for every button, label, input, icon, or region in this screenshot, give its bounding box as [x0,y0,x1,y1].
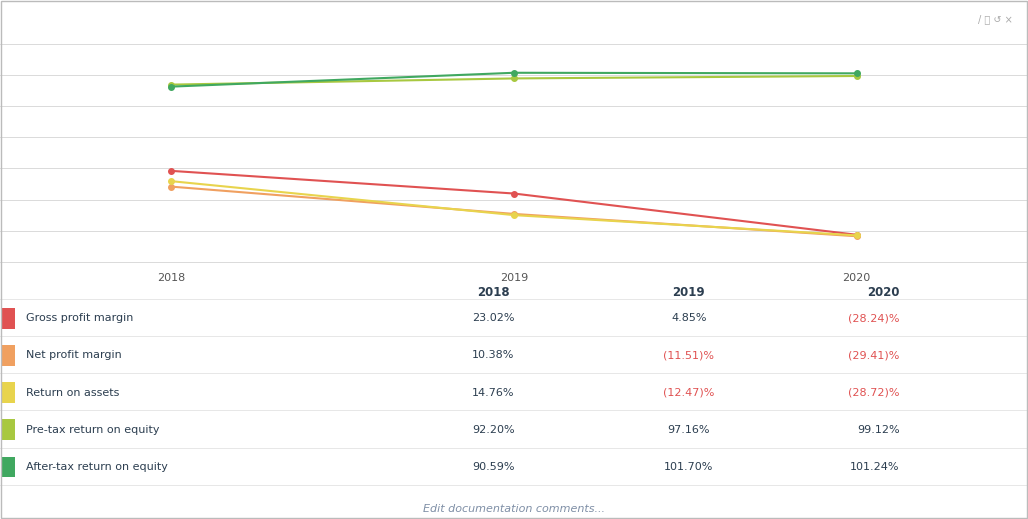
Text: 101.70%: 101.70% [664,462,713,472]
Text: Return on assets: Return on assets [26,388,119,398]
Text: 14.76%: 14.76% [472,388,515,398]
Text: 2019: 2019 [672,285,705,299]
Text: (29.41)%: (29.41)% [848,350,900,361]
Text: 2020: 2020 [867,285,900,299]
Bar [2,457,15,477]
Text: 2018: 2018 [477,285,510,299]
Text: 101.24%: 101.24% [850,462,900,472]
Bar [2,345,15,366]
Text: 97.16%: 97.16% [667,425,710,435]
Text: After-tax return on equity: After-tax return on equity [26,462,168,472]
Text: (11.51)%: (11.51)% [663,350,714,361]
Text: Gross profit margin: Gross profit margin [26,313,133,323]
Bar [2,383,15,403]
Text: 92.20%: 92.20% [472,425,515,435]
Text: Edit documentation comments...: Edit documentation comments... [423,504,605,514]
Text: 23.02%: 23.02% [472,313,515,323]
Text: (28.24)%: (28.24)% [848,313,900,323]
Text: / ⧧ ↺ ×: / ⧧ ↺ × [978,13,1013,24]
Bar [2,419,15,440]
Text: (28.72)%: (28.72)% [848,388,900,398]
Text: (12.47)%: (12.47)% [663,388,714,398]
Text: 99.12%: 99.12% [857,425,900,435]
Text: Pre-tax return on equity: Pre-tax return on equity [26,425,159,435]
Text: 90.59%: 90.59% [472,462,515,472]
Text: 4.85%: 4.85% [671,313,706,323]
Bar [2,308,15,329]
Text: 10.38%: 10.38% [472,350,515,361]
Text: Profitability ratios: Profitability ratios [10,12,138,25]
Text: Net profit margin: Net profit margin [26,350,121,361]
